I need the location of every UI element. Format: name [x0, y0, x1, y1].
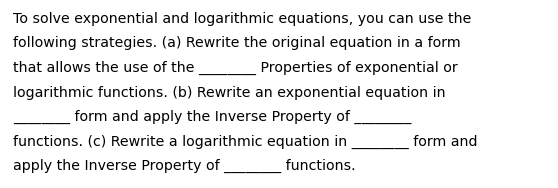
Text: logarithmic functions. (b) Rewrite an exponential equation in: logarithmic functions. (b) Rewrite an ex…: [13, 86, 446, 99]
Text: ________ form and apply the Inverse Property of ________: ________ form and apply the Inverse Prop…: [13, 110, 411, 124]
Text: that allows the use of the ________ Properties of exponential or: that allows the use of the ________ Prop…: [13, 61, 458, 75]
Text: To solve exponential and logarithmic equations, you can use the: To solve exponential and logarithmic equ…: [13, 12, 472, 26]
Text: apply the Inverse Property of ________ functions.: apply the Inverse Property of ________ f…: [13, 159, 355, 173]
Text: functions. (c) Rewrite a logarithmic equation in ________ form and: functions. (c) Rewrite a logarithmic equ…: [13, 134, 478, 149]
Text: following strategies. (a) Rewrite the original equation in a form: following strategies. (a) Rewrite the or…: [13, 36, 460, 51]
